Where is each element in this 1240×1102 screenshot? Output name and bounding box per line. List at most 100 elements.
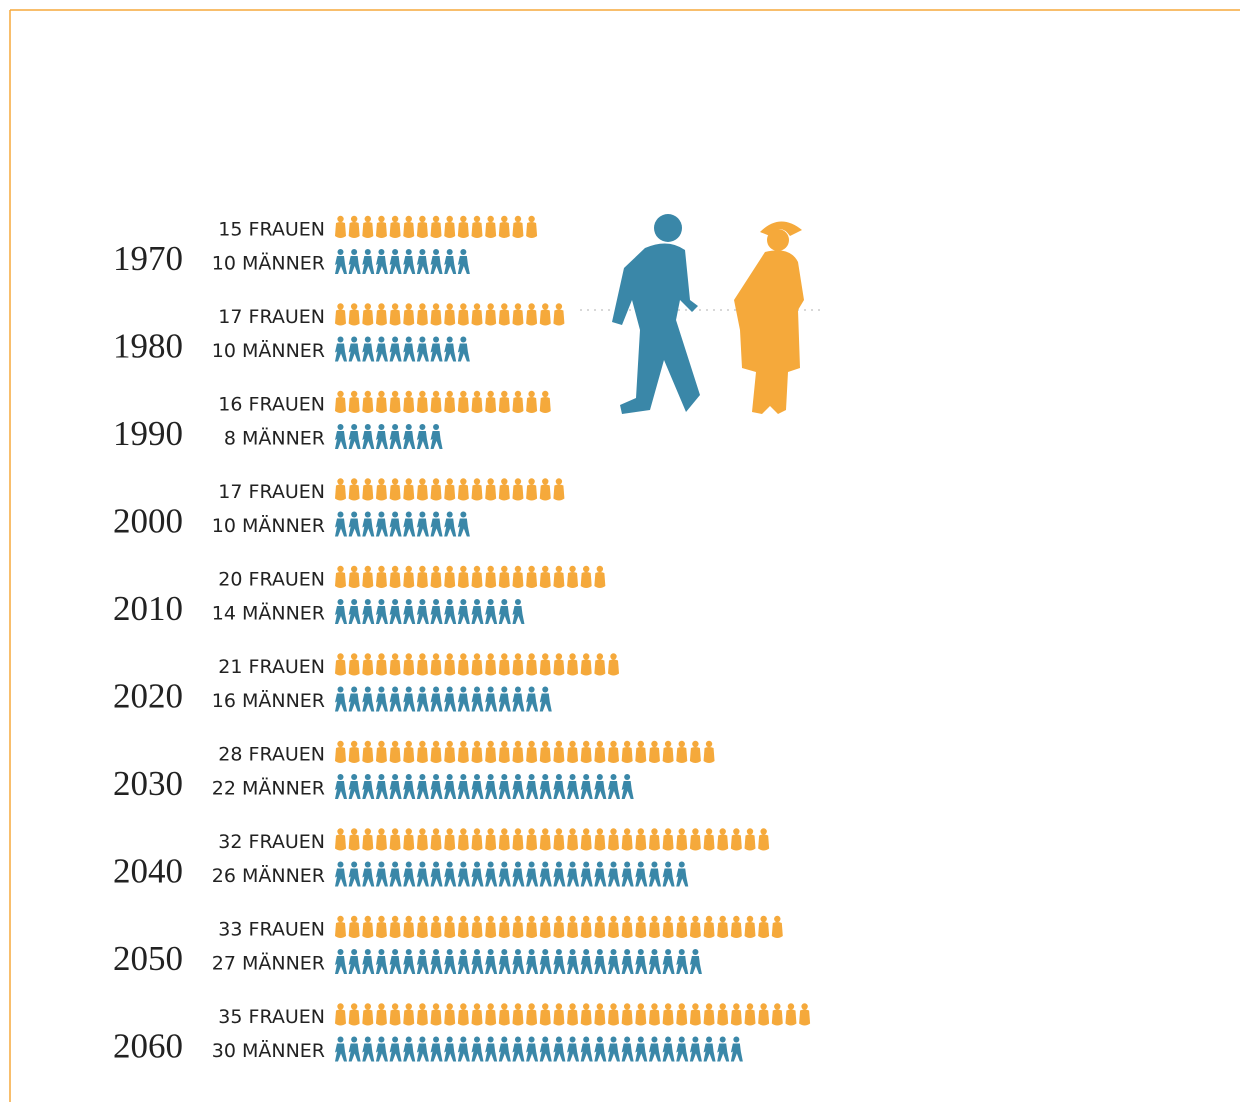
icon-body — [362, 1009, 374, 1026]
icon-head — [419, 949, 426, 955]
icon-head — [378, 390, 385, 398]
icon-head — [446, 478, 453, 485]
icon-body — [335, 659, 346, 676]
icon-body — [608, 747, 619, 763]
icon-head — [514, 599, 521, 605]
icon-head — [460, 390, 467, 398]
icon-body — [348, 868, 361, 887]
value-label: 17 FRAUEN — [218, 481, 325, 503]
icon-body — [648, 868, 661, 887]
icon-head — [514, 1036, 521, 1043]
icon-head — [392, 424, 399, 430]
icon-head — [692, 740, 699, 748]
icon-head — [378, 686, 385, 693]
icon-head — [555, 740, 563, 748]
icon-head — [555, 303, 563, 310]
icon-head — [432, 390, 440, 398]
icon-head — [746, 915, 754, 923]
icon-head — [487, 390, 494, 398]
icon-head — [487, 861, 494, 868]
icon-head — [692, 915, 699, 923]
icon-body — [335, 868, 347, 887]
icon-head — [364, 390, 371, 398]
icon-body — [457, 484, 469, 501]
icon-body — [498, 309, 510, 326]
icon-body — [635, 1043, 648, 1062]
icon-head — [391, 478, 399, 485]
icon-body — [389, 659, 401, 676]
icon-body — [580, 868, 593, 887]
icon-body — [375, 781, 388, 799]
icon-head — [364, 1036, 371, 1043]
icon-body — [512, 222, 524, 238]
icon-body — [526, 659, 538, 676]
icon-body — [416, 484, 428, 501]
icon-head — [514, 915, 522, 923]
icon-body — [526, 397, 538, 413]
icon-body — [375, 518, 388, 537]
icon-body — [758, 922, 770, 938]
icon-head — [337, 774, 344, 780]
pictogram-row — [335, 686, 552, 712]
icon-body — [457, 834, 469, 851]
icon-body — [375, 222, 387, 238]
icon-body — [389, 256, 402, 274]
pictogram-row — [335, 424, 443, 449]
icon-head — [473, 478, 481, 485]
icon-head — [760, 1003, 767, 1010]
icon-head — [460, 565, 467, 573]
icon-head — [678, 949, 685, 955]
icon-body — [444, 222, 456, 238]
icon-head — [514, 565, 522, 573]
icon-head — [610, 1003, 617, 1010]
icon-head — [364, 336, 371, 343]
icon-head — [569, 949, 576, 955]
icon-head — [446, 861, 453, 868]
value-label: 10 MÄNNER — [212, 514, 325, 537]
icon-body — [512, 309, 524, 326]
icon-body — [771, 1009, 783, 1026]
icon-body — [430, 693, 443, 712]
icon-body — [416, 431, 429, 449]
icon-body — [335, 518, 347, 537]
icon-body — [621, 956, 634, 974]
icon-body — [703, 834, 715, 851]
icon-body — [635, 868, 648, 887]
icon-body — [717, 1043, 730, 1062]
icon-head — [774, 915, 781, 923]
icon-head — [487, 740, 494, 748]
icon-head — [474, 599, 480, 605]
icon-head — [596, 828, 604, 835]
icon-body — [689, 956, 702, 974]
icon-head — [378, 653, 385, 660]
icon-head — [460, 686, 467, 693]
icon-head — [378, 215, 385, 223]
icon-body — [471, 397, 483, 413]
icon-head — [514, 215, 522, 223]
pictogram-row — [335, 653, 619, 676]
icon-head — [542, 686, 549, 693]
icon-head — [392, 861, 399, 868]
icon-head — [446, 1036, 453, 1043]
icon-head — [446, 336, 453, 343]
icon-body — [567, 956, 580, 974]
icon-head — [487, 686, 494, 693]
icon-body — [403, 1043, 416, 1062]
icon-head — [378, 478, 385, 485]
icon-head — [583, 828, 590, 835]
icon-head — [596, 653, 604, 660]
icon-head — [391, 915, 399, 923]
icon-head — [692, 828, 699, 835]
icon-head — [405, 686, 412, 693]
icon-body — [553, 484, 565, 501]
icon-body — [430, 956, 443, 974]
icon-head — [350, 653, 358, 660]
icon-head — [446, 565, 453, 573]
pictogram-row — [335, 949, 702, 974]
icon-body — [567, 868, 580, 887]
icon-head — [433, 424, 440, 430]
icon-body — [430, 868, 443, 887]
icon-head — [555, 478, 563, 485]
icon-body — [416, 397, 428, 413]
